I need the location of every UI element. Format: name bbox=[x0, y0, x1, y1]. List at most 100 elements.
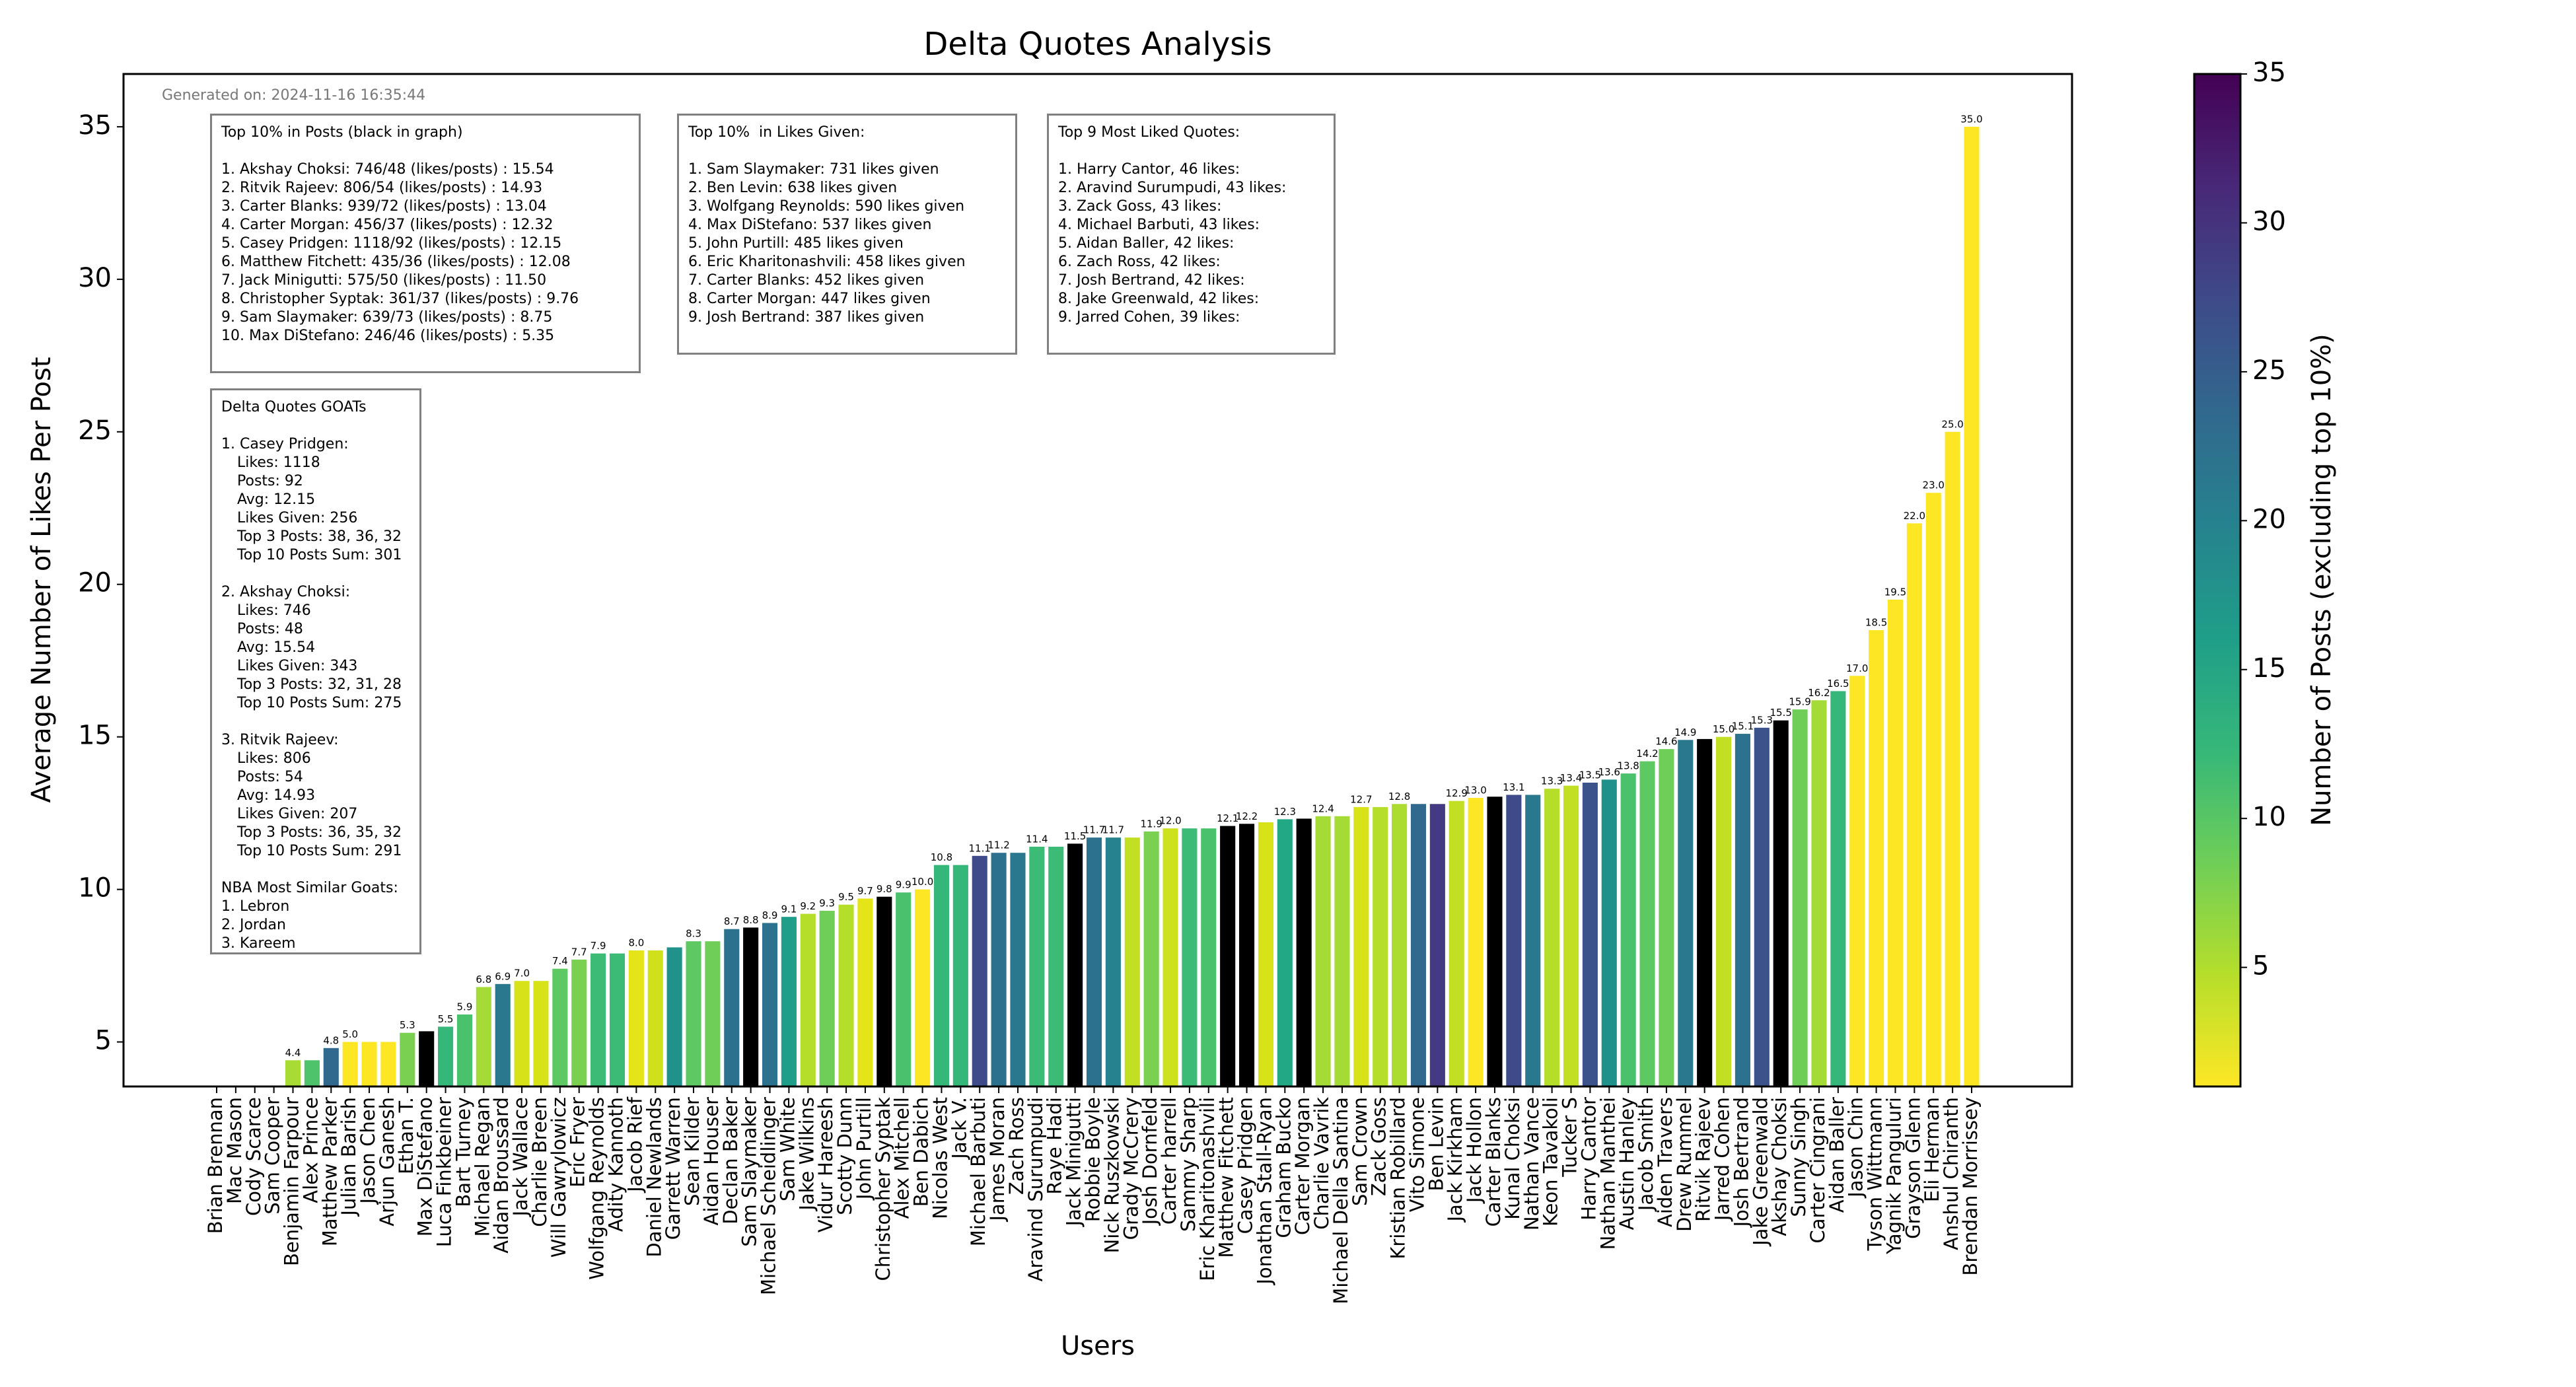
annotation-line: Top 3 Posts: 36, 35, 32 bbox=[237, 824, 402, 841]
x-tick-label: Zack Goss bbox=[1368, 1097, 1390, 1196]
value-label: 15.5 bbox=[1770, 707, 1791, 719]
x-tick-label: Sam Cooper bbox=[262, 1097, 284, 1215]
x-tick-label: Josh Dornfeld bbox=[1139, 1097, 1161, 1226]
x-tick-label: Jack V. bbox=[948, 1097, 970, 1160]
x-tick-label: Eric Kharitonashvili bbox=[1196, 1097, 1219, 1281]
value-label: 12.1 bbox=[1217, 812, 1238, 824]
annotation-line: Delta Quotes GOATs bbox=[221, 399, 367, 415]
value-label: 9.8 bbox=[877, 883, 892, 895]
colorbar-tick-label: 5 bbox=[2252, 951, 2269, 981]
annotation-line: 2. Ben Levin: 638 likes given bbox=[688, 180, 898, 196]
y-axis-label: Average Number of Likes Per Post bbox=[26, 357, 57, 802]
annotation-line: 3. Ritvik Rajeev: bbox=[221, 732, 339, 748]
bar bbox=[1945, 431, 1960, 1086]
value-label: 9.9 bbox=[896, 879, 912, 891]
bar bbox=[762, 923, 778, 1086]
annotation-paragraph: Delta Quotes GOATs bbox=[221, 398, 410, 417]
x-tick-label: Grayson Glenn bbox=[1902, 1097, 1924, 1239]
bar bbox=[705, 941, 721, 1086]
annotation-line: 3. Carter Blanks: 939/72 (likes/posts) :… bbox=[221, 198, 547, 215]
annotation-line: 5. Casey Pridgen: 1118/92 (likes/posts) … bbox=[221, 235, 562, 252]
bar bbox=[456, 1014, 472, 1086]
bar bbox=[1468, 798, 1484, 1086]
value-label: 6.9 bbox=[495, 970, 511, 982]
bar bbox=[285, 1060, 301, 1086]
x-tick-label: Sean Kilder bbox=[681, 1097, 703, 1206]
x-tick-label: Vito Simone bbox=[1406, 1097, 1428, 1212]
value-label: 9.7 bbox=[857, 885, 873, 897]
bar bbox=[628, 950, 644, 1086]
bar bbox=[1296, 818, 1312, 1086]
y-tick-label: 30 bbox=[78, 263, 112, 293]
y-tick-label: 10 bbox=[78, 873, 112, 904]
annotation-line: Likes Given: 207 bbox=[237, 806, 358, 822]
bar bbox=[419, 1031, 435, 1086]
x-tick-label: Alex Mitchell bbox=[891, 1097, 913, 1219]
value-label: 12.2 bbox=[1236, 810, 1258, 822]
bar bbox=[1238, 824, 1255, 1086]
annotation-line: Avg: 14.93 bbox=[237, 787, 316, 804]
annotation-line: 3. Kareem bbox=[221, 935, 296, 952]
x-tick-label: Josh Bertrand bbox=[1730, 1097, 1752, 1228]
annotation-line: Top 3 Posts: 32, 31, 28 bbox=[237, 676, 402, 693]
annotation-line: 1. Akshay Choksi: 746/48 (likes/posts) :… bbox=[221, 161, 554, 178]
annotation-paragraph: 1. Harry Cantor, 46 likes: 2. Aravind Sur… bbox=[1058, 160, 1324, 327]
annotation-line: Top 10 Posts Sum: 275 bbox=[237, 695, 402, 711]
annotation-line: Posts: 48 bbox=[237, 621, 303, 637]
bar bbox=[1315, 816, 1331, 1086]
bar bbox=[1086, 837, 1102, 1086]
value-label: 12.7 bbox=[1350, 793, 1372, 805]
annotation-line: Likes Given: 256 bbox=[237, 510, 358, 526]
x-tick-label: Ben Levin bbox=[1425, 1097, 1447, 1191]
x-tick-label: Arjun Ganesh bbox=[376, 1097, 398, 1227]
annotation-box: Top 10% in Likes Given: 1. Sam Slaymaker:… bbox=[677, 114, 1017, 355]
annotation-line: 7. Carter Blanks: 452 likes given bbox=[688, 272, 925, 289]
x-tick-label: Yagnik Panguluri bbox=[1882, 1097, 1905, 1255]
bar bbox=[400, 1032, 415, 1086]
annotation-line: 3. Wolfgang Reynolds: 590 likes given bbox=[688, 198, 965, 215]
x-tick-label: Sam Slaymaker bbox=[738, 1097, 761, 1247]
annotation-line: 1. Casey Pridgen: bbox=[221, 436, 349, 452]
bar bbox=[915, 889, 931, 1086]
bar bbox=[1716, 736, 1732, 1086]
x-tick-label: Grady McCrery bbox=[1120, 1097, 1142, 1240]
value-label: 16.2 bbox=[1808, 687, 1830, 699]
annotation-box: Top 10% in Posts (black in graph) 1. Aksh… bbox=[210, 114, 641, 373]
value-label: 11.2 bbox=[987, 839, 1009, 851]
bar bbox=[1353, 806, 1369, 1086]
bar bbox=[1906, 523, 1922, 1086]
value-label: 9.5 bbox=[838, 891, 854, 903]
annotation-line: Likes: 746 bbox=[237, 602, 311, 619]
annotation-line: Avg: 15.54 bbox=[237, 639, 316, 656]
annotation-line: 4. Max DiStefano: 537 likes given bbox=[688, 217, 932, 233]
value-label: 8.9 bbox=[762, 909, 778, 921]
value-label: 4.4 bbox=[285, 1047, 301, 1059]
value-label: 11.1 bbox=[969, 842, 991, 854]
bar bbox=[1754, 727, 1770, 1086]
value-label: 5.5 bbox=[438, 1013, 454, 1025]
bar bbox=[1410, 804, 1427, 1086]
value-label: 12.8 bbox=[1388, 791, 1410, 802]
value-label: 14.2 bbox=[1636, 748, 1658, 760]
bar bbox=[838, 904, 854, 1086]
x-tick-label: Brian Brennan bbox=[204, 1097, 227, 1234]
bar bbox=[1659, 749, 1674, 1086]
bar bbox=[666, 947, 682, 1086]
annotation-line: 2. Ritvik Rajeev: 806/54 (likes/posts) :… bbox=[221, 180, 543, 196]
annotation-line: 8. Christopher Syptak: 361/37 (likes/pos… bbox=[221, 291, 579, 307]
value-label: 12.4 bbox=[1312, 802, 1334, 814]
bar bbox=[647, 950, 663, 1086]
bar bbox=[1392, 804, 1408, 1086]
bar bbox=[896, 892, 912, 1086]
annotation-line: 5. John Purtill: 485 likes given bbox=[688, 235, 904, 252]
x-tick-label: Carter Cingrani bbox=[1807, 1097, 1829, 1244]
value-label: 15.9 bbox=[1789, 696, 1810, 708]
annotation-line: 2. Aravind Surumpudi, 43 likes: bbox=[1058, 180, 1287, 196]
bar bbox=[1849, 676, 1865, 1086]
annotation-line: 10. Max DiStefano: 246/46 (likes/posts) … bbox=[221, 328, 555, 344]
x-tick-label: Nathan Vance bbox=[1521, 1097, 1543, 1230]
annotation-paragraph: 1. Casey Pridgen: Likes: 1118 Posts: 92 Avg… bbox=[221, 435, 410, 565]
value-label: 11.7 bbox=[1083, 824, 1105, 836]
bar bbox=[1601, 779, 1617, 1086]
